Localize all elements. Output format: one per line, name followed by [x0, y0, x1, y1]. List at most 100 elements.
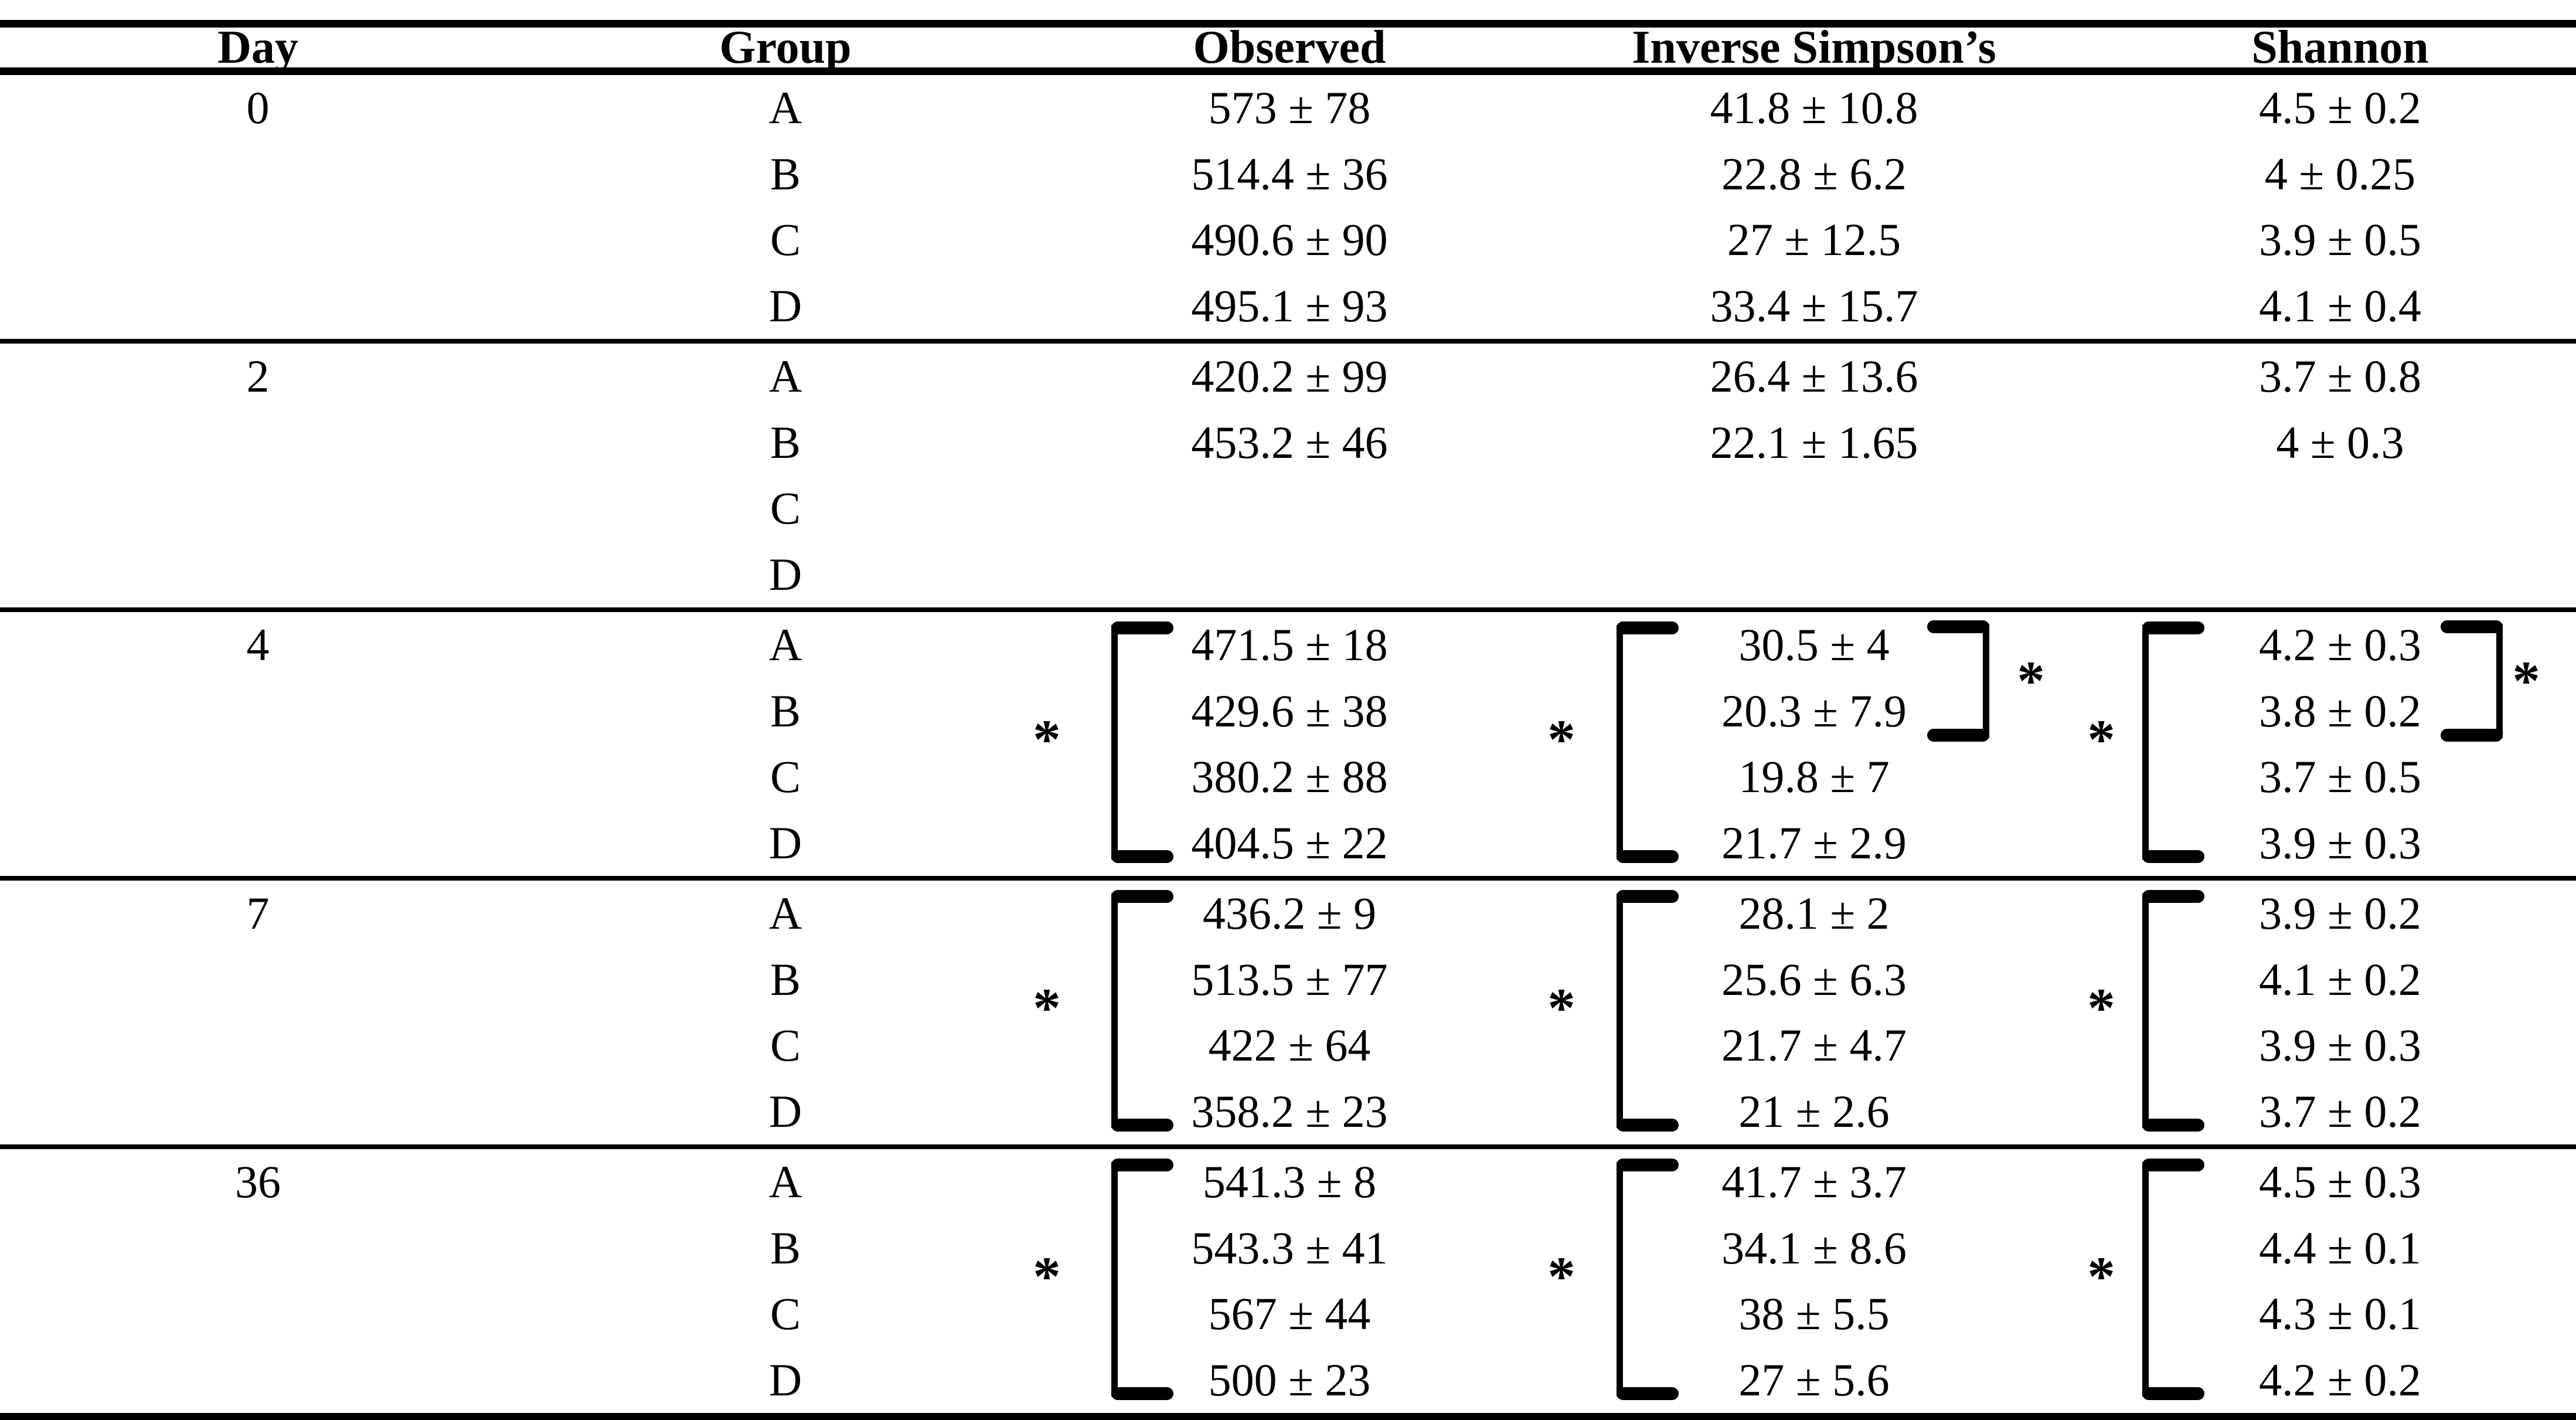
group-label: A — [768, 888, 802, 939]
sig-bracket-inverse-simpsons-groups-a-d — [1617, 1159, 1679, 1400]
day-spacer — [0, 1079, 516, 1145]
shannon-value: 4.5 ± 0.3 — [2259, 1156, 2421, 1207]
inverse-simpsons-value: 21 ± 2.6 — [1738, 1085, 1890, 1137]
observed-value — [1055, 542, 1524, 608]
sig-bracket-shannon-groups-a-b — [2441, 620, 2503, 742]
observed-value: 573 ± 78 — [1208, 82, 1371, 133]
day-section-7: 7 A 436.2 ± 9 28.1 ± 2 3.9 ± 0.2 B 513.5… — [0, 881, 2576, 1149]
day-spacer — [0, 410, 516, 476]
group-label: B — [770, 685, 801, 736]
observed-value: 500 ± 23 — [1208, 1354, 1371, 1405]
observed-value: 513.5 ± 77 — [1191, 953, 1388, 1005]
column-header-observed: Observed — [1193, 22, 1386, 73]
inverse-simpsons-value: 30.5 ± 4 — [1738, 619, 1890, 670]
observed-value: 495.1 ± 93 — [1191, 280, 1388, 331]
sig-bracket-observed-groups-a-d — [1111, 890, 1173, 1132]
sig-asterisk-shannon: * — [2087, 977, 2115, 1039]
shannon-value: 4 ± 0.25 — [2264, 148, 2416, 199]
day-spacer — [0, 475, 516, 542]
inverse-simpsons-value: 26.4 ± 13.6 — [1710, 351, 1918, 402]
inverse-simpsons-value: 21.7 ± 4.7 — [1721, 1020, 1907, 1071]
inverse-simpsons-value: 27 ± 5.6 — [1738, 1354, 1890, 1405]
sig-asterisk-shannon: * — [2087, 708, 2115, 770]
shannon-value: 4.3 ± 0.1 — [2259, 1288, 2421, 1339]
group-label: C — [770, 214, 801, 265]
shannon-value: 3.9 ± 0.3 — [2259, 1020, 2421, 1071]
group-label: C — [770, 1020, 801, 1071]
shannon-value — [2104, 475, 2576, 542]
sig-asterisk-shannon-a-b: * — [2512, 650, 2540, 712]
inverse-simpsons-value: 27 ± 12.5 — [1727, 214, 1901, 265]
observed-value: 422 ± 64 — [1208, 1020, 1371, 1071]
day-spacer — [0, 947, 516, 1013]
day-label: 36 — [235, 1156, 281, 1207]
inverse-simpsons-value — [1524, 542, 2104, 608]
observed-value: 471.5 ± 18 — [1191, 619, 1388, 670]
day-label: 4 — [246, 619, 270, 670]
day-label: 7 — [246, 888, 270, 939]
alpha-diversity-table: Day Group Observed Inverse Simpson’s Sha… — [0, 20, 2576, 1420]
shannon-value: 4.2 ± 0.3 — [2259, 619, 2421, 670]
day-spacer — [0, 810, 516, 877]
inverse-simpsons-value: 41.8 ± 10.8 — [1710, 82, 1918, 133]
inverse-simpsons-value: 28.1 ± 2 — [1738, 888, 1890, 939]
sig-bracket-inverse-simpsons-groups-a-d — [1617, 890, 1679, 1132]
shannon-value: 4 ± 0.3 — [2276, 416, 2404, 468]
group-label: C — [770, 1288, 801, 1339]
column-header-shannon: Shannon — [2251, 22, 2429, 73]
sig-asterisk-observed: * — [1033, 708, 1061, 770]
observed-value: 541.3 ± 8 — [1202, 1156, 1377, 1207]
group-label: B — [770, 416, 801, 468]
column-header-group: Group — [719, 22, 852, 73]
shannon-value: 4.4 ± 0.1 — [2259, 1222, 2421, 1273]
table-header-row: Day Group Observed Inverse Simpson’s Sha… — [0, 22, 2576, 75]
group-label: B — [770, 1222, 801, 1273]
shannon-value: 3.9 ± 0.5 — [2259, 214, 2421, 265]
group-label: B — [770, 148, 801, 199]
observed-value: 453.2 ± 46 — [1191, 416, 1388, 468]
observed-value: 490.6 ± 90 — [1191, 214, 1388, 265]
sig-asterisk-inverse-simpsons: * — [1547, 708, 1575, 770]
observed-value: 543.3 ± 41 — [1191, 1222, 1388, 1273]
shannon-value: 3.7 ± 0.5 — [2259, 751, 2421, 802]
inverse-simpsons-value: 41.7 ± 3.7 — [1721, 1156, 1907, 1207]
sig-bracket-observed-groups-a-d — [1111, 1159, 1173, 1400]
sig-bracket-shannon-groups-a-d — [2142, 1159, 2204, 1400]
shannon-value: 3.9 ± 0.2 — [2259, 888, 2421, 939]
observed-value: 420.2 ± 99 — [1191, 351, 1388, 402]
inverse-simpsons-value: 19.8 ± 7 — [1738, 751, 1890, 802]
shannon-value: 4.5 ± 0.2 — [2259, 82, 2421, 133]
sig-bracket-inverse-simpsons-groups-a-d — [1617, 621, 1679, 863]
inverse-simpsons-value: 22.8 ± 6.2 — [1721, 148, 1907, 199]
inverse-simpsons-value: 22.1 ± 1.65 — [1710, 416, 1918, 468]
inverse-simpsons-value: 34.1 ± 8.6 — [1721, 1222, 1907, 1273]
sig-bracket-observed-groups-a-d — [1111, 621, 1173, 863]
shannon-value: 3.7 ± 0.2 — [2259, 1085, 2421, 1137]
sig-asterisk-observed: * — [1033, 977, 1061, 1039]
shannon-value — [2104, 542, 2576, 608]
day-label: 2 — [246, 351, 270, 402]
observed-value — [1055, 475, 1524, 542]
day-section-0: 0 A 573 ± 78 41.8 ± 10.8 4.5 ± 0.2 B 514… — [0, 75, 2576, 344]
day-section-36: 36 A 541.3 ± 8 41.7 ± 3.7 4.5 ± 0.3 B 54… — [0, 1149, 2576, 1413]
group-label: D — [768, 280, 802, 331]
group-label: A — [768, 82, 802, 133]
sig-asterisk-inverse-simpsons-a-b: * — [2017, 650, 2045, 712]
day-label: 0 — [246, 82, 270, 133]
group-label: C — [770, 751, 801, 802]
sig-asterisk-inverse-simpsons: * — [1547, 977, 1575, 1039]
observed-value: 429.6 ± 38 — [1191, 685, 1388, 736]
sig-bracket-shannon-groups-a-d — [2142, 890, 2204, 1132]
inverse-simpsons-value: 20.3 ± 7.9 — [1721, 685, 1907, 736]
sig-bracket-shannon-groups-a-d — [2142, 621, 2204, 863]
day-spacer — [0, 678, 516, 745]
column-header-inverse-simpsons: Inverse Simpson’s — [1632, 22, 1996, 73]
sig-asterisk-observed: * — [1033, 1245, 1061, 1307]
group-label: D — [768, 548, 802, 600]
shannon-value: 4.1 ± 0.4 — [2259, 280, 2421, 331]
inverse-simpsons-value: 21.7 ± 2.9 — [1721, 817, 1907, 868]
sig-bracket-inverse-simpsons-groups-a-b — [1927, 620, 1989, 742]
sig-asterisk-shannon: * — [2087, 1245, 2115, 1307]
observed-value: 358.2 ± 23 — [1191, 1085, 1388, 1137]
column-header-day: Day — [217, 22, 298, 73]
